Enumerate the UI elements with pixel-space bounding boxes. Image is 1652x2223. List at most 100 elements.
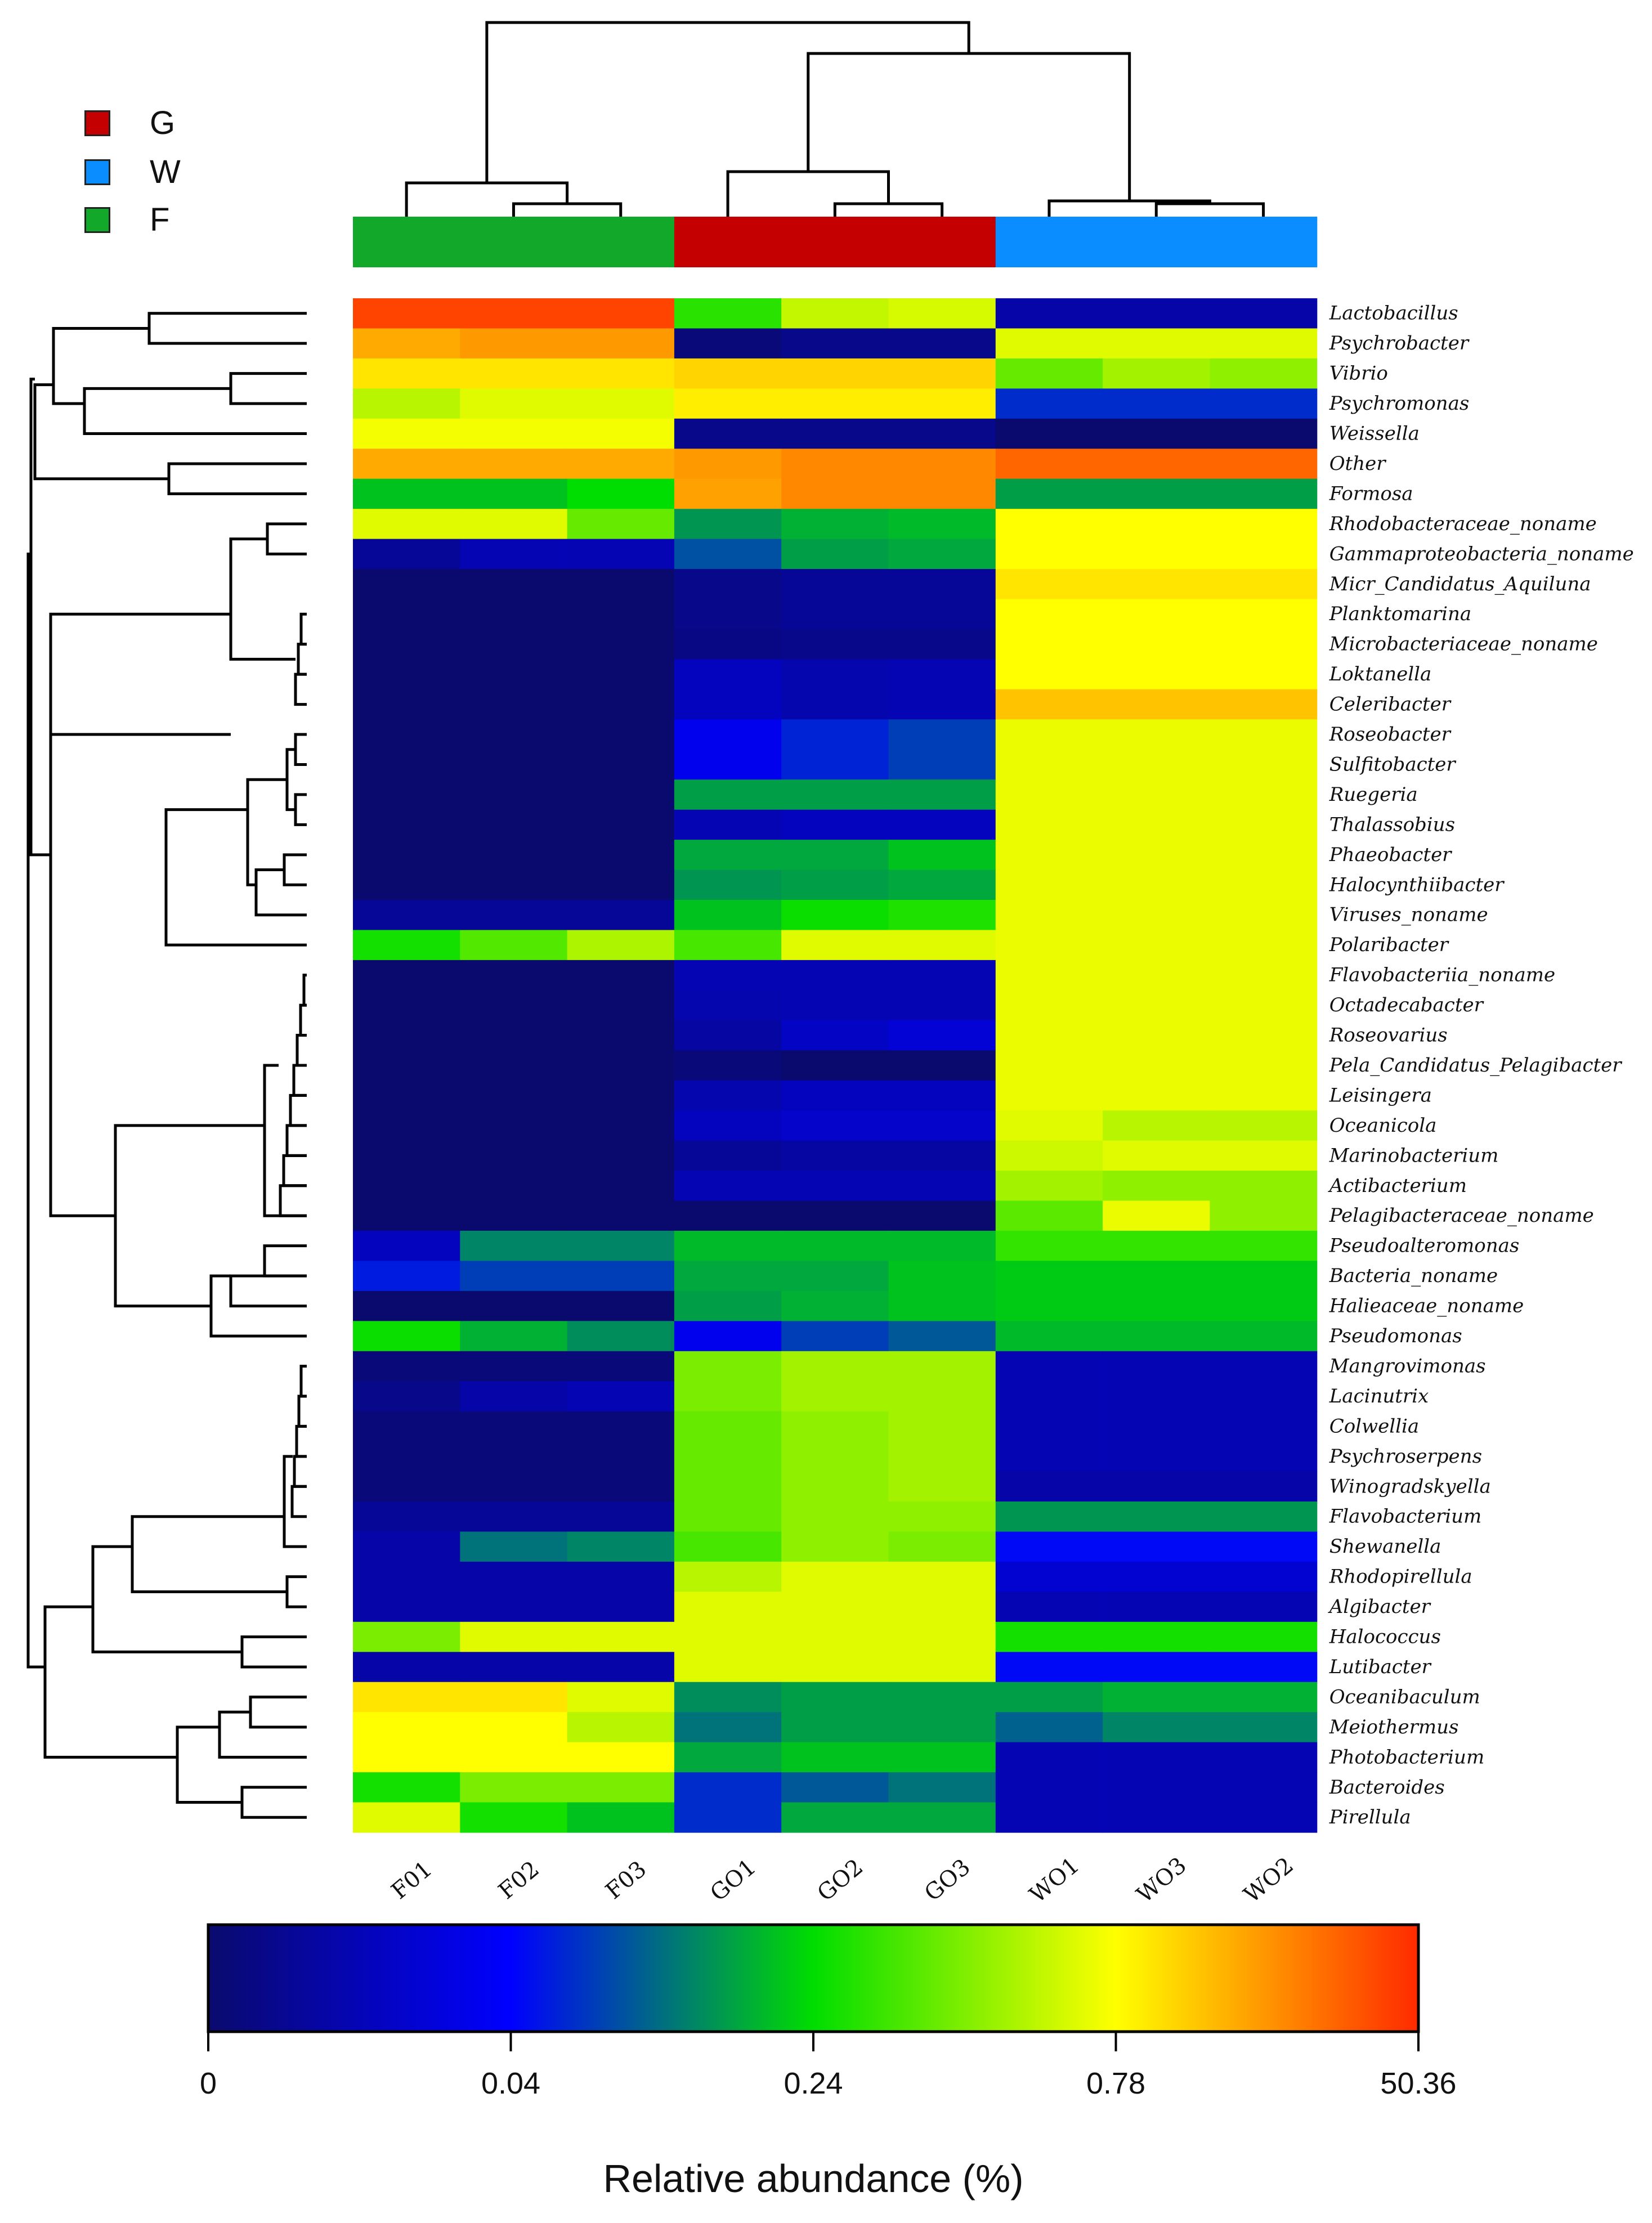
row-label-micr-candidatus-aquiluna: Micr_Candidatus_Aquiluna (1329, 573, 1591, 595)
cell-leisingera-wo1 (995, 1080, 1103, 1111)
cell-lacinutrix-wo3 (1103, 1381, 1210, 1412)
cell-phaeobacter-go2 (781, 840, 889, 871)
cell-meiothermus-f03 (567, 1712, 675, 1743)
group-cell-f02 (460, 217, 568, 267)
cell-psychroserpens-wo1 (995, 1441, 1103, 1472)
cell-formosa-f01 (353, 478, 460, 509)
cell-oceanicola-f01 (353, 1110, 460, 1141)
cell-weissella-f01 (353, 418, 460, 449)
cell-weissella-f02 (460, 418, 568, 449)
cell-viruses-noname-f03 (567, 900, 675, 931)
cell-lutibacter-wo3 (1103, 1652, 1210, 1683)
row-label-winogradskyella: Winogradskyella (1329, 1475, 1491, 1498)
cell-viruses-noname-f01 (353, 900, 460, 931)
cell-psychroserpens-f02 (460, 1441, 568, 1472)
cell-polaribacter-go3 (888, 930, 996, 961)
row-tree-branch-11 (294, 733, 307, 766)
row-label-oceanibaculum: Oceanibaculum (1329, 1686, 1480, 1708)
row-label-octadecabacter: Octadecabacter (1329, 994, 1484, 1016)
col-tree-branch-2 (833, 202, 944, 217)
cell-other-f02 (460, 449, 568, 479)
cell-photobacterium-wo2 (1210, 1742, 1318, 1773)
cell-viruses-noname-wo2 (1210, 900, 1318, 931)
cell-psychrobacter-wo2 (1210, 328, 1318, 359)
cell-pirellula-go1 (674, 1802, 782, 1833)
row-tree-branch-4 (167, 462, 307, 495)
cell-psychromonas-f03 (567, 388, 675, 419)
cell-psychroserpens-go1 (674, 1441, 782, 1472)
cell-halieaceae-noname-wo2 (1210, 1290, 1318, 1321)
cell-bacteroides-f01 (353, 1772, 460, 1803)
cell-celeribacter-wo3 (1103, 689, 1210, 720)
row-label-rhodobacteraceae-noname: Rhodobacteraceae_noname (1329, 513, 1597, 535)
row-tree-branch-45 (240, 1786, 307, 1819)
cell-sulfitobacter-go1 (674, 749, 782, 780)
cell-pseudoalteromonas-wo1 (995, 1230, 1103, 1261)
row-tree-branch-24 (282, 1154, 307, 1187)
cell-bacteria-noname-f03 (567, 1261, 675, 1292)
row-tree-branch-22 (289, 1093, 307, 1127)
cell-psychroserpens-wo3 (1103, 1441, 1210, 1472)
cell-micr-candidatus-aquiluna-go2 (781, 569, 889, 600)
colorbar-ticks: 0 0.04 0.24 0.78 50.36 (200, 2032, 1457, 2100)
row-tree-branch-0 (147, 312, 307, 345)
cell-pela-candidatus-pelagibacter-wo3 (1103, 1050, 1210, 1081)
row-label-pirellula: Pirellula (1329, 1806, 1411, 1828)
cell-algibacter-f03 (567, 1592, 675, 1623)
cell-vibrio-go2 (781, 358, 889, 389)
cell-halococcus-f02 (460, 1621, 568, 1652)
cell-halieaceae-noname-go2 (781, 1290, 889, 1321)
cell-sulfitobacter-go2 (781, 749, 889, 780)
cell-planktomarina-wo3 (1103, 599, 1210, 630)
cell-photobacterium-go2 (781, 1742, 889, 1773)
row-label-pseudomonas: Pseudomonas (1329, 1325, 1462, 1347)
cell-rhodobacteraceae-noname-go1 (674, 509, 782, 540)
cell-psychromonas-wo3 (1103, 388, 1210, 419)
row-label-flavobacteriia-noname: Flavobacteriia_noname (1329, 964, 1555, 987)
cell-octadecabacter-f01 (353, 990, 460, 1021)
cell-ruegeria-wo2 (1210, 779, 1318, 810)
cell-bacteria-noname-wo3 (1103, 1261, 1210, 1292)
cell-celeribacter-go2 (781, 689, 889, 720)
cell-planktomarina-f01 (353, 599, 460, 630)
cell-marinobacterium-wo2 (1210, 1140, 1318, 1171)
cell-rhodopirellula-f03 (567, 1561, 675, 1592)
cell-pseudoalteromonas-wo2 (1210, 1230, 1318, 1261)
cell-vibrio-wo2 (1210, 358, 1318, 389)
cell-psychroserpens-f03 (567, 1441, 675, 1472)
cell-other-go3 (888, 449, 996, 479)
cell-loktanella-f03 (567, 659, 675, 690)
cell-gammaproteobacteria-noname-f01 (353, 539, 460, 570)
cell-flavobacterium-wo1 (995, 1502, 1103, 1532)
colorbar-tick-label-2: 0.24 (784, 2067, 843, 2100)
cell-pelagibacteraceae-noname-go1 (674, 1200, 782, 1231)
cell-roseovarius-wo3 (1103, 1020, 1210, 1051)
cell-thalassobius-wo2 (1210, 809, 1318, 840)
row-label-weissella: Weissella (1329, 423, 1420, 445)
cell-psychromonas-go3 (888, 388, 996, 419)
row-tree-branch-15 (254, 868, 307, 917)
row-tree-branch-20 (296, 1034, 307, 1067)
cell-bacteria-noname-go3 (888, 1261, 996, 1292)
cell-rhodopirellula-go1 (674, 1561, 782, 1592)
cell-celeribacter-f03 (567, 689, 675, 720)
cell-gammaproteobacteria-noname-wo2 (1210, 539, 1318, 570)
row-tree-branch-39 (285, 1575, 307, 1608)
cell-psychrobacter-f01 (353, 328, 460, 359)
cell-oceanicola-wo1 (995, 1110, 1103, 1141)
cell-sulfitobacter-wo3 (1103, 749, 1210, 780)
cell-planktomarina-go2 (781, 599, 889, 630)
cell-actibacterium-f03 (567, 1171, 675, 1202)
row-tree-branch-30 (114, 1124, 265, 1308)
cell-psychromonas-wo2 (1210, 388, 1318, 419)
cell-pirellula-go3 (888, 1802, 996, 1833)
cell-flavobacterium-go1 (674, 1502, 782, 1532)
cell-mangrovimonas-wo2 (1210, 1351, 1318, 1382)
cell-other-f01 (353, 449, 460, 479)
row-label-gammaproteobacteria-noname: Gammaproteobacteria_noname (1329, 543, 1634, 565)
cell-planktomarina-go1 (674, 599, 782, 630)
cell-viruses-noname-go3 (888, 900, 996, 931)
cell-ruegeria-go3 (888, 779, 996, 810)
row-label-pseudoalteromonas: Pseudoalteromonas (1329, 1235, 1520, 1257)
